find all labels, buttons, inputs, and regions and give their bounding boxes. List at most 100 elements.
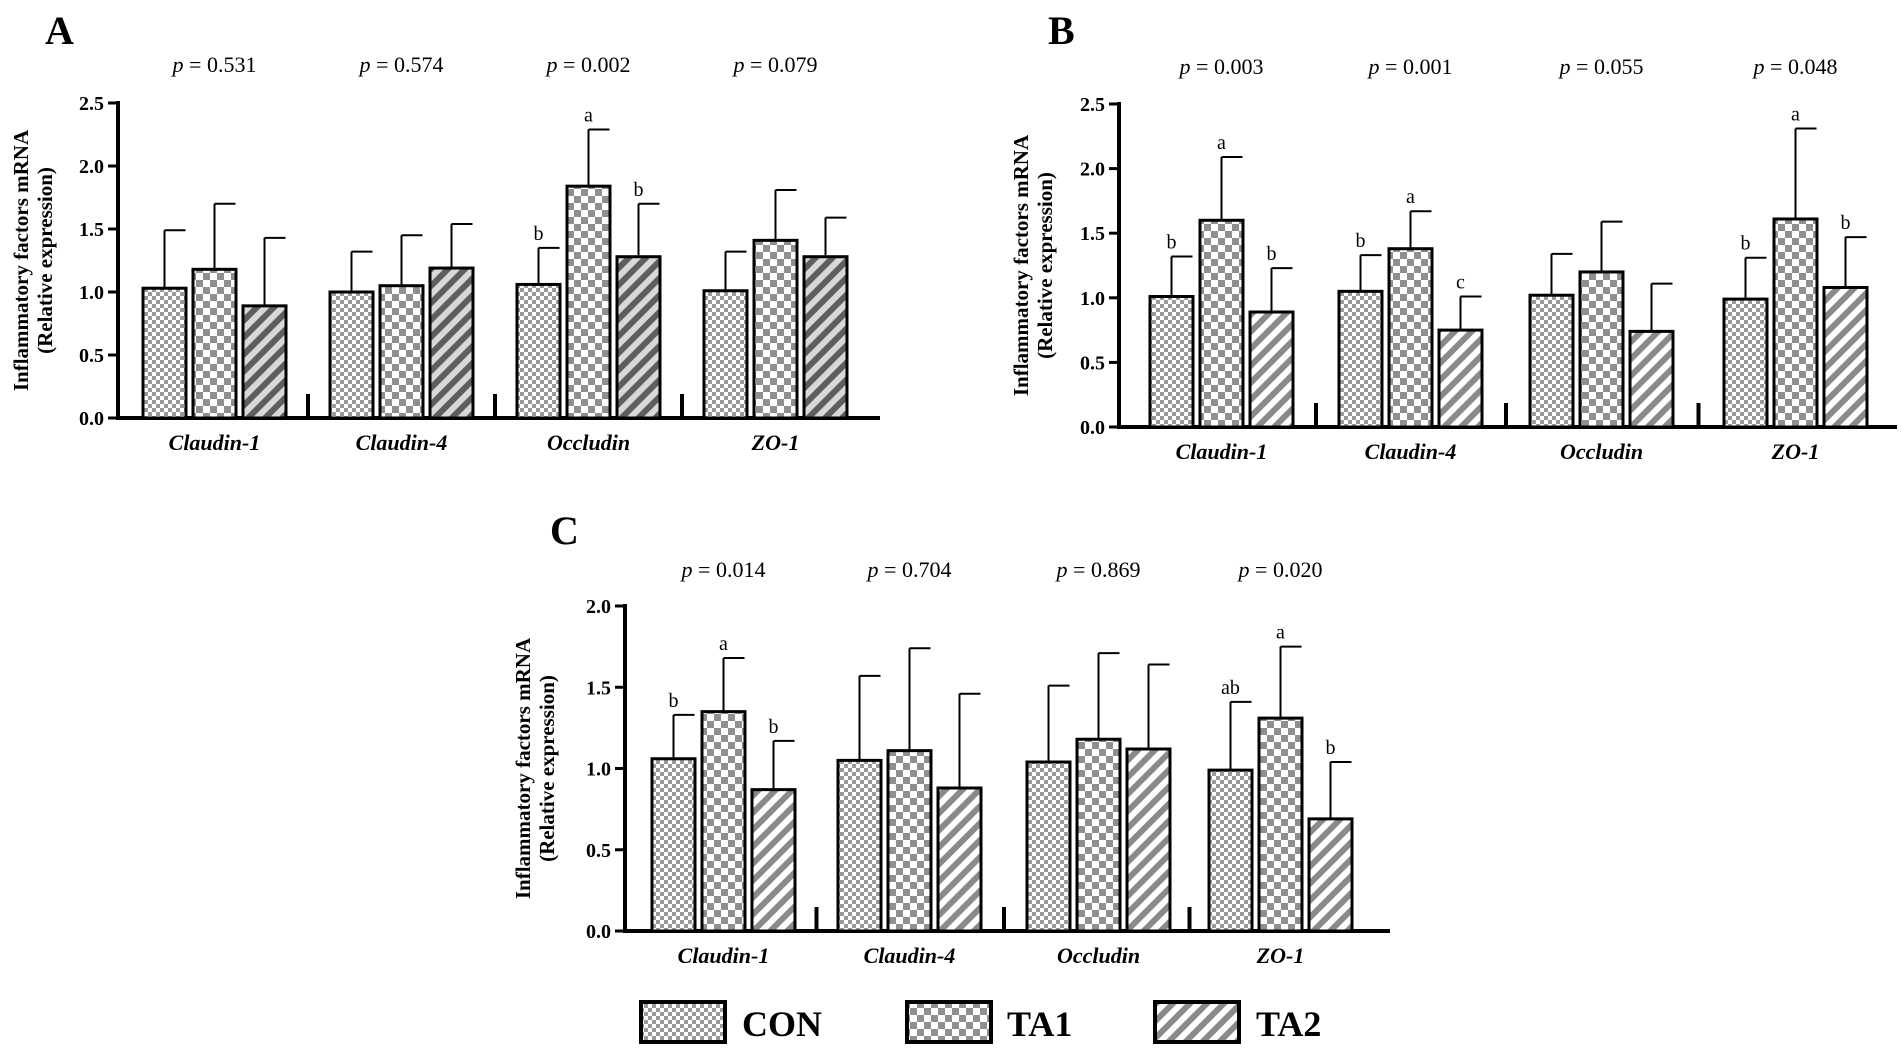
y-tick-label: 1.0 — [1080, 288, 1105, 310]
bar-con — [1025, 760, 1072, 933]
significance-letter: a — [584, 104, 593, 126]
x-category-label: Claudin-1 — [678, 943, 770, 968]
bar-ta2 — [1248, 310, 1295, 429]
significance-letter: b — [534, 223, 544, 245]
bar-ta1 — [700, 710, 747, 933]
significance-letter: b — [1167, 231, 1177, 253]
bar-ta1 — [1075, 737, 1122, 933]
bar-con — [836, 758, 883, 933]
legend-label-ta1: TA1 — [1007, 1004, 1072, 1044]
panel-a-chart: 0.0 0.5 1.0 1.5 2.0 2.5 Inflammatory factors m… — [9, 52, 880, 455]
panel-label: B — [1048, 8, 1075, 53]
y-tick-label: 0.0 — [1080, 417, 1105, 439]
y-tick-label: 2.0 — [586, 596, 611, 618]
legend-label-ta2: TA2 — [1256, 1004, 1321, 1044]
bar-ta2 — [1125, 747, 1172, 933]
bar-con — [1528, 293, 1575, 429]
p-value-label: p = 0.048 — [1752, 54, 1838, 79]
significance-letter: a — [1406, 186, 1415, 208]
y-tick-label: 0.0 — [586, 921, 611, 943]
y-tick-label: 1.0 — [79, 282, 104, 304]
significance-letter: b — [769, 716, 779, 738]
significance-letter: a — [1276, 622, 1285, 644]
y-tick-label: 0.5 — [1080, 352, 1105, 374]
y-tick-label: 2.5 — [1080, 94, 1105, 116]
bar-ta1 — [378, 284, 425, 420]
significance-letter: a — [719, 633, 728, 655]
p-value-label: p = 0.704 — [866, 557, 952, 582]
bar-ta2 — [750, 788, 797, 933]
legend-swatch-ta2 — [1153, 1000, 1241, 1044]
bar-ta2 — [615, 255, 662, 420]
y-tick-label: 1.5 — [1080, 223, 1105, 245]
bar-con — [1148, 295, 1195, 429]
bar-ta1 — [1257, 716, 1304, 933]
bar-ta1 — [565, 184, 612, 420]
bar-ta2 — [1437, 328, 1484, 429]
y-axis-title: Inflammatory factors mRNA — [1009, 134, 1033, 396]
legend-swatch-ta1 — [905, 1000, 993, 1044]
significance-letter: b — [1841, 212, 1851, 234]
p-value-label: p = 0.531 — [171, 52, 257, 77]
y-axis-subtitle: (Relative expression) — [535, 675, 559, 862]
bar-ta1 — [752, 238, 799, 420]
bar-con — [650, 757, 697, 933]
panel-c-chart: 0.0 0.5 1.0 1.5 2.0 Inflammatory factors mRNA… — [511, 557, 1390, 968]
bar-ta2 — [1822, 285, 1869, 429]
x-category-label: ZO-1 — [1256, 943, 1305, 968]
y-axis-title: Inflammatory factors mRNA — [9, 129, 33, 391]
p-value-label: p = 0.002 — [545, 52, 631, 77]
bar-ta2 — [1307, 817, 1354, 933]
bar-con — [1207, 768, 1254, 933]
significance-letter: c — [1456, 272, 1465, 294]
x-category-label: ZO-1 — [751, 430, 800, 455]
p-value-label: p = 0.020 — [1237, 557, 1323, 582]
significance-letter: b — [1267, 243, 1277, 265]
y-tick-label: 1.5 — [586, 677, 611, 699]
bar-ta1 — [1387, 247, 1434, 429]
significance-letter: ab — [1221, 677, 1240, 699]
y-tick-label: 0.5 — [79, 345, 104, 367]
bar-ta1 — [191, 267, 238, 420]
bar-ta2 — [428, 266, 475, 420]
y-axis-subtitle: (Relative expression) — [1033, 172, 1057, 359]
significance-letter: a — [1791, 104, 1800, 126]
x-category-label: Claudin-4 — [864, 943, 956, 968]
legend-label-con: CON — [742, 1004, 822, 1044]
significance-letter: b — [669, 690, 679, 712]
p-value-label: p = 0.574 — [358, 52, 444, 77]
bar-ta1 — [1198, 218, 1245, 429]
bar-con — [328, 290, 375, 420]
y-tick-label: 2.0 — [1080, 159, 1105, 181]
y-tick-label: 2.5 — [79, 93, 104, 115]
y-axis-subtitle: (Relative expression) — [33, 167, 57, 354]
bar-ta2 — [936, 786, 983, 933]
bar-con — [141, 286, 188, 420]
panel-label: C — [550, 508, 579, 553]
significance-letter: b — [1356, 230, 1366, 252]
p-value-label: p = 0.869 — [1055, 557, 1141, 582]
bar-ta1 — [1578, 270, 1625, 429]
x-category-label: Occludin — [547, 430, 630, 455]
significance-letter: b — [1741, 233, 1751, 255]
bar-ta2 — [802, 255, 849, 420]
p-value-label: p = 0.003 — [1178, 54, 1264, 79]
bar-con — [1337, 289, 1384, 429]
panel-b-chart: 0.0 0.5 1.0 1.5 2.0 2.5 Inflammatory factors m… — [1009, 54, 1897, 464]
y-tick-label: 2.0 — [79, 156, 104, 178]
p-value-label: p = 0.001 — [1367, 54, 1453, 79]
panel-label: A — [45, 8, 74, 53]
x-category-label: Claudin-1 — [1176, 439, 1268, 464]
y-tick-label: 1.0 — [586, 759, 611, 781]
bar-ta2 — [241, 304, 288, 420]
bar-con — [1722, 297, 1769, 429]
bar-con — [702, 289, 749, 420]
y-tick-label: 0.5 — [586, 840, 611, 862]
significance-letter: a — [1217, 132, 1226, 154]
x-category-label: Claudin-4 — [356, 430, 448, 455]
bar-ta1 — [886, 749, 933, 933]
bar-con — [515, 282, 562, 420]
bar-ta2 — [1628, 329, 1675, 429]
y-tick-label: 0.0 — [79, 408, 104, 430]
